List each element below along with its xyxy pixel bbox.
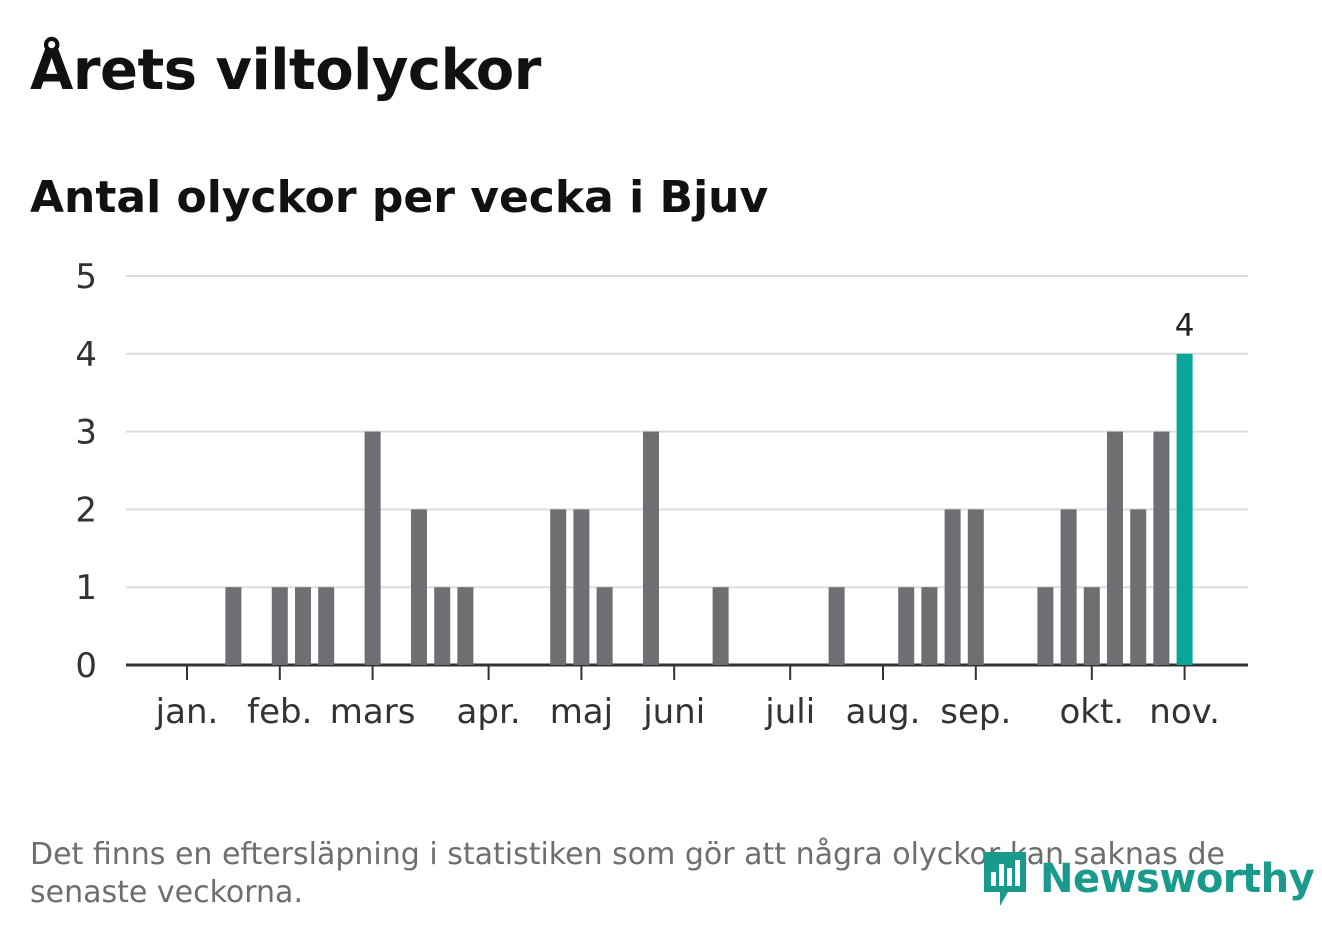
y-tick-label: 5	[75, 257, 97, 297]
x-tick-label: juli	[764, 692, 815, 732]
brand-logo: Newsworthy	[980, 848, 1315, 910]
y-tick-label: 3	[75, 413, 97, 453]
bar	[643, 431, 659, 665]
x-tick-label: maj	[550, 692, 613, 732]
x-tick-label: sep.	[940, 692, 1011, 732]
bar	[225, 587, 242, 665]
bar	[457, 587, 474, 665]
brand-name: Newsworthy	[1040, 856, 1315, 902]
x-tick-label: jan.	[155, 692, 219, 732]
bar	[712, 587, 729, 665]
bar	[1060, 509, 1077, 665]
newsworthy-logo-icon	[984, 852, 1026, 906]
chart-title: Årets viltolyckor	[30, 38, 541, 103]
bar	[295, 587, 311, 665]
bar	[318, 587, 335, 665]
x-tick-label: nov.	[1149, 692, 1220, 732]
bar	[434, 587, 451, 665]
bar	[967, 509, 984, 665]
bar	[1153, 431, 1170, 665]
bar-highlight	[1176, 353, 1193, 665]
bar	[828, 587, 845, 665]
x-tick-label: mars	[330, 692, 416, 732]
x-tick-label: aug.	[846, 692, 921, 732]
chart-subtitle: Antal olyckor per vecka i Bjuv	[30, 172, 769, 223]
bar	[921, 587, 938, 665]
bar	[944, 509, 961, 665]
bar	[271, 587, 288, 665]
bar	[364, 431, 381, 665]
y-axis-ticks: 0 1 2 3 4 5	[75, 257, 97, 686]
bar-chart: 4 0 1 2 3 4 5 jan. feb. mars apr. maj juni juli aug.…	[75, 257, 1248, 732]
y-tick-label: 1	[75, 568, 97, 608]
y-tick-label: 2	[75, 490, 97, 530]
bar	[898, 587, 915, 665]
x-tick-label: feb.	[247, 692, 312, 732]
bar	[1107, 431, 1123, 665]
x-tick-label: okt.	[1059, 692, 1124, 732]
y-tick-label: 0	[75, 646, 97, 686]
y-tick-label: 4	[75, 335, 97, 375]
bar-value-label: 4	[1175, 308, 1195, 344]
bar	[411, 509, 427, 665]
bar	[550, 509, 567, 665]
x-axis-ticks: jan. feb. mars apr. maj juni juli aug. sep. okt. n…	[155, 665, 1220, 732]
bar	[1037, 587, 1054, 665]
bars: 4	[225, 308, 1194, 665]
bar	[573, 509, 590, 665]
gridlines	[126, 275, 1248, 667]
x-tick-label: juni	[642, 692, 705, 732]
bar	[1130, 509, 1147, 665]
bar	[596, 587, 613, 665]
x-tick-label: apr.	[457, 692, 521, 732]
bar	[1083, 587, 1100, 665]
